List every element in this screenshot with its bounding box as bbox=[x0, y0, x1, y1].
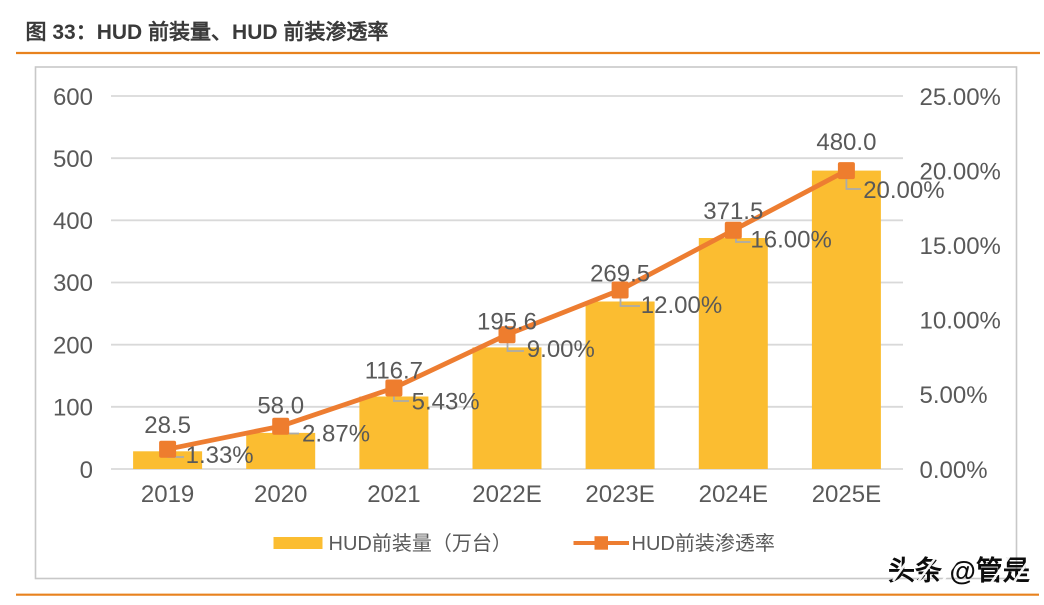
svg-text:371.5: 371.5 bbox=[703, 198, 763, 225]
svg-text:图 33：HUD 前装量、HUD 前装渗透率: 图 33：HUD 前装量、HUD 前装渗透率 bbox=[26, 20, 389, 44]
svg-text:2025E: 2025E bbox=[812, 481, 881, 508]
svg-text:0: 0 bbox=[80, 457, 93, 484]
svg-text:28.5: 28.5 bbox=[144, 412, 191, 439]
svg-text:2022E: 2022E bbox=[472, 481, 541, 508]
svg-text:20.00%: 20.00% bbox=[863, 177, 944, 204]
svg-text:2024E: 2024E bbox=[699, 481, 768, 508]
svg-text:12.00%: 12.00% bbox=[641, 292, 722, 319]
svg-text:HUD前装量（万台）: HUD前装量（万台） bbox=[329, 532, 512, 555]
svg-text:5.43%: 5.43% bbox=[412, 388, 480, 415]
svg-text:2023E: 2023E bbox=[585, 481, 654, 508]
svg-text:2019: 2019 bbox=[141, 481, 194, 508]
svg-text:2020: 2020 bbox=[254, 481, 307, 508]
svg-text:2.87%: 2.87% bbox=[302, 421, 370, 448]
svg-text:1.33%: 1.33% bbox=[186, 442, 254, 469]
svg-text:16.00%: 16.00% bbox=[750, 227, 831, 254]
svg-text:400: 400 bbox=[53, 208, 93, 235]
svg-text:480.0: 480.0 bbox=[816, 129, 876, 156]
svg-text:15.00%: 15.00% bbox=[920, 233, 1001, 260]
svg-text:600: 600 bbox=[53, 84, 93, 111]
svg-text:HUD前装渗透率: HUD前装渗透率 bbox=[632, 532, 775, 555]
svg-text:116.7: 116.7 bbox=[365, 357, 423, 384]
svg-text:58.0: 58.0 bbox=[257, 393, 304, 420]
svg-text:9.00%: 9.00% bbox=[527, 336, 595, 363]
svg-text:5.00%: 5.00% bbox=[920, 382, 988, 409]
svg-text:500: 500 bbox=[53, 146, 93, 173]
svg-text:300: 300 bbox=[53, 270, 93, 297]
svg-text:195.6: 195.6 bbox=[477, 308, 537, 335]
svg-text:2021: 2021 bbox=[367, 481, 420, 508]
svg-text:100: 100 bbox=[53, 395, 93, 422]
svg-text:200: 200 bbox=[53, 332, 93, 359]
svg-text:20.00%: 20.00% bbox=[920, 158, 1001, 185]
svg-text:10.00%: 10.00% bbox=[920, 308, 1001, 335]
svg-text:0.00%: 0.00% bbox=[920, 457, 988, 484]
svg-text:269.5: 269.5 bbox=[590, 261, 650, 288]
svg-text:25.00%: 25.00% bbox=[920, 84, 1001, 111]
